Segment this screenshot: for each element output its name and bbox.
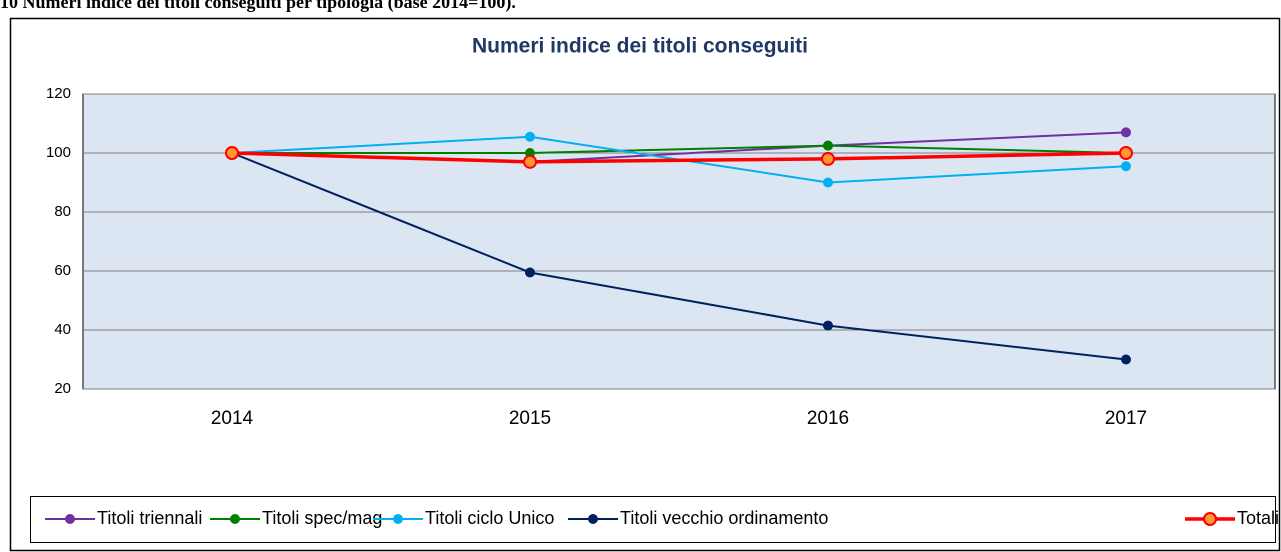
plot-area: [82, 93, 1276, 390]
point: [525, 131, 535, 142]
legend-marker: [1203, 512, 1217, 526]
point: [225, 146, 239, 160]
y-tick-label: 100: [46, 144, 71, 161]
legend-marker: [65, 514, 75, 524]
point: [1121, 127, 1131, 138]
point: [823, 177, 833, 188]
y-tick-label: 60: [54, 262, 71, 279]
point: [525, 267, 535, 278]
legend-label: Titoli triennali: [97, 508, 202, 528]
y-tick-label: 40: [54, 321, 71, 338]
x-tick-label: 2014: [211, 408, 254, 429]
x-tick-label: 2016: [807, 408, 849, 429]
point: [1121, 161, 1131, 172]
caption: 10 Numeri indice dei titoli conseguiti p…: [0, 0, 516, 13]
point: [523, 154, 537, 169]
point: [823, 140, 833, 151]
legend-marker: [230, 514, 240, 524]
y-tick-label: 80: [54, 203, 71, 220]
legend-label: Titoli spec/mag: [262, 508, 382, 528]
y-tick-label: 120: [46, 85, 71, 102]
legend-label: Titoli ciclo Unico: [425, 508, 554, 528]
y-tick-label: 20: [54, 380, 71, 397]
legend-label: Totali: [1237, 508, 1279, 528]
chart-title: Numeri indice dei titoli conseguiti: [472, 35, 808, 58]
legend-marker: [588, 514, 598, 524]
x-tick-label: 2015: [509, 408, 551, 429]
series-line: [232, 144, 1127, 154]
series-line: [231, 152, 1127, 361]
point: [823, 320, 833, 331]
series-line: [231, 151, 1127, 164]
legend-marker: [393, 514, 403, 524]
point: [1119, 146, 1133, 160]
point: [821, 151, 835, 166]
x-tick-label: 2017: [1105, 408, 1147, 429]
legend-label: Titoli vecchio ordinamento: [620, 508, 828, 528]
point: [1121, 354, 1131, 365]
